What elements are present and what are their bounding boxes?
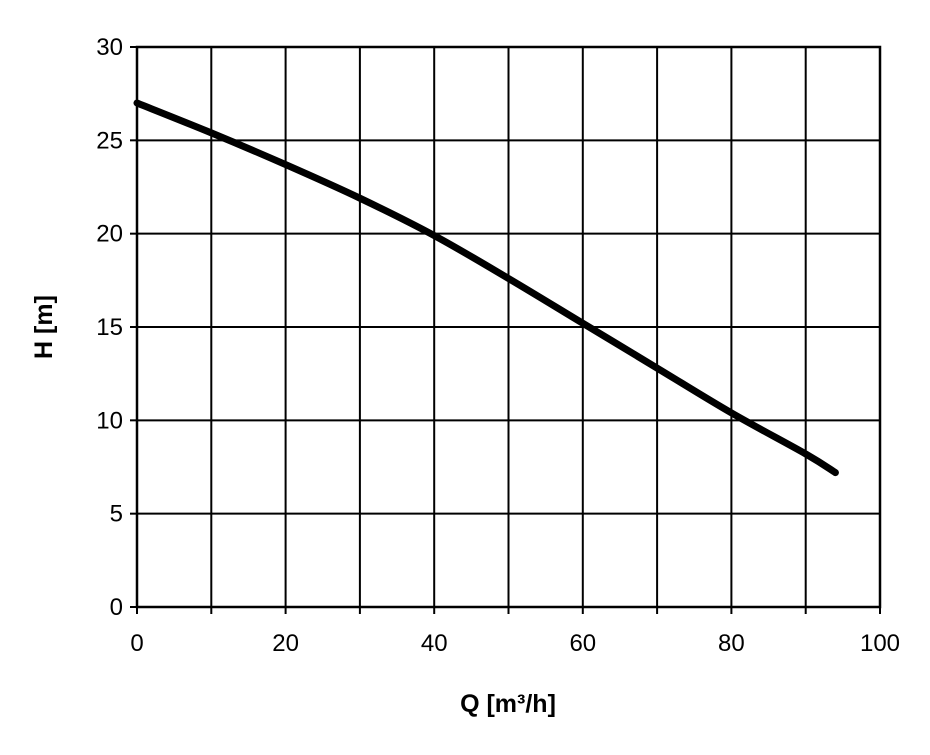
plot-frame <box>135 45 882 609</box>
x-axis-title: Q [m³/h] <box>460 690 556 718</box>
x-tick-label: 0 <box>130 630 143 657</box>
series-layer <box>133 99 839 477</box>
y-tick-label: 5 <box>110 501 123 528</box>
x-tick-label: 60 <box>569 630 596 657</box>
tick-marks <box>130 46 881 614</box>
y-tick-label: 25 <box>96 127 123 154</box>
y-axis-title: H [m] <box>30 295 58 359</box>
y-tick-label: 0 <box>110 594 123 621</box>
y-tick-label: 30 <box>96 34 123 61</box>
series-line-h-q <box>133 99 839 477</box>
y-tick-label: 15 <box>96 314 123 341</box>
x-tick-label: 40 <box>421 630 448 657</box>
tick-labels: 0 20 40 60 80 100 0 5 10 15 20 25 30 <box>96 34 900 657</box>
x-tick-label: 100 <box>860 630 900 657</box>
x-tick-label: 80 <box>718 630 745 657</box>
x-tick-label: 20 <box>272 630 299 657</box>
y-tick-label: 20 <box>96 221 123 248</box>
y-tick-label: 10 <box>96 407 123 434</box>
grid <box>137 47 880 607</box>
